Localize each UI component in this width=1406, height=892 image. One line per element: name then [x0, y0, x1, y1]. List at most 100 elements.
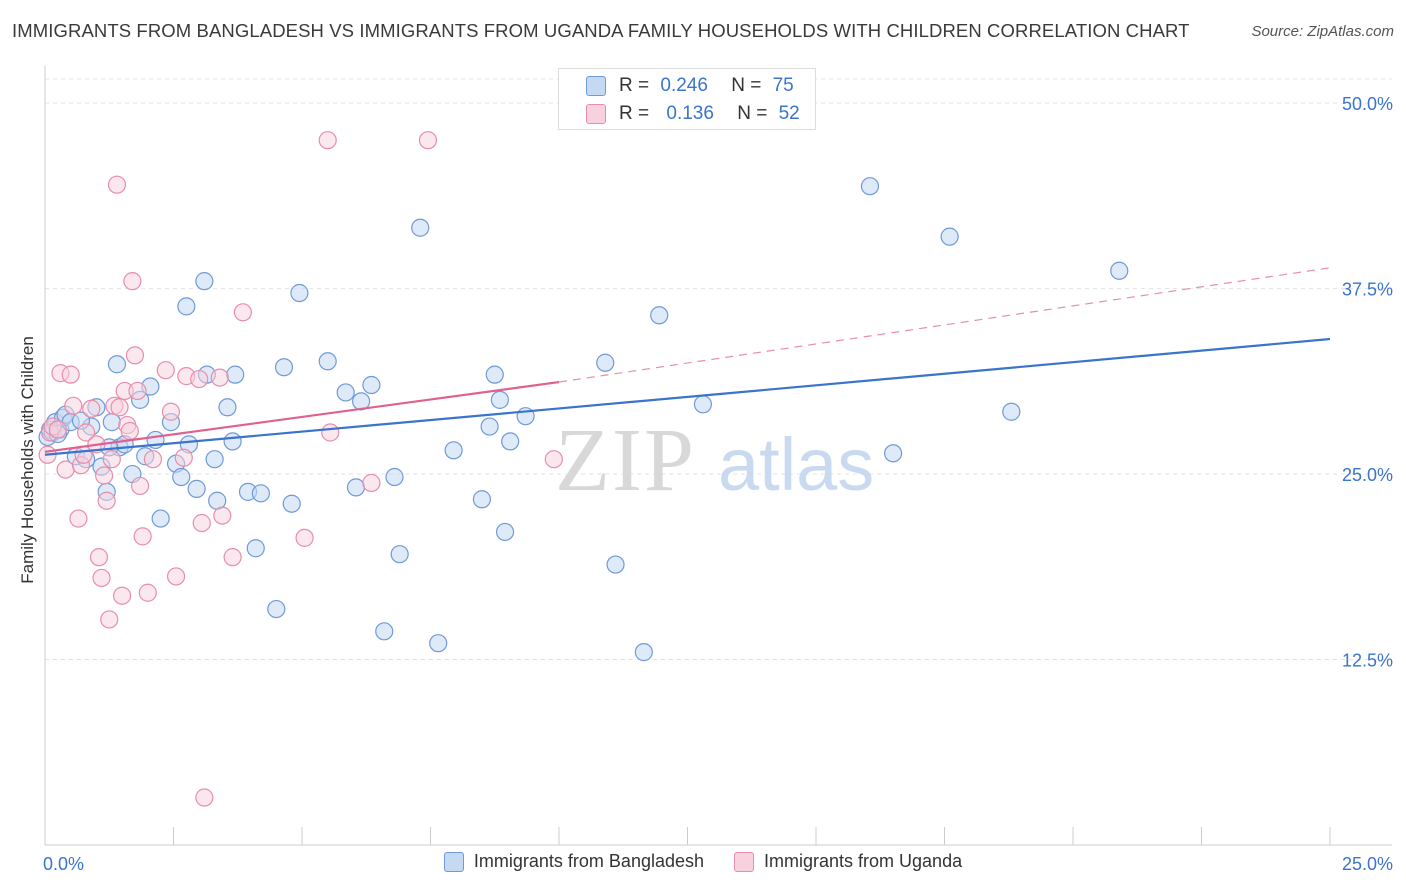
point-bangladesh — [195, 272, 214, 291]
legend-swatch-pink — [734, 851, 755, 872]
point-uganda — [233, 303, 252, 322]
point-uganda — [95, 466, 114, 485]
r-value: 0.246 — [660, 75, 708, 96]
point-bangladesh — [290, 283, 309, 303]
point-bangladesh — [151, 509, 170, 528]
point-uganda — [92, 568, 111, 588]
point-uganda — [112, 586, 132, 605]
n-value: 75 — [772, 75, 794, 96]
trend-line-uganda-extension — [558, 267, 1331, 383]
point-uganda — [195, 788, 214, 807]
point-uganda — [143, 450, 163, 469]
legend-item-uganda[interactable]: Immigrants from Uganda — [734, 851, 962, 872]
point-bangladesh — [444, 441, 463, 460]
r-value: 0.136 — [666, 103, 714, 124]
r-label: R = — [619, 103, 650, 124]
point-bangladesh — [385, 467, 404, 487]
point-bangladesh — [172, 467, 191, 487]
stats-row-bangladesh: R = 0.246 N = 75 — [586, 75, 794, 97]
trend-line-bangladesh — [44, 337, 1331, 456]
point-bangladesh — [485, 365, 504, 384]
point-uganda — [156, 361, 175, 380]
point-uganda — [128, 381, 147, 401]
point-bangladesh — [634, 643, 653, 662]
point-bangladesh — [596, 353, 615, 372]
point-bangladesh — [1002, 402, 1021, 421]
source-label: Source: ZipAtlas.com — [1251, 23, 1394, 40]
point-uganda — [64, 396, 83, 415]
point-uganda — [544, 450, 563, 469]
stats-legend: R = 0.246 N = 75 R = 0.136 N = 52 — [558, 68, 816, 130]
point-uganda — [133, 527, 152, 546]
legend-label-bangladesh: Immigrants from Bangladesh — [473, 851, 705, 871]
point-bangladesh — [318, 352, 337, 371]
point-bangladesh — [495, 522, 515, 542]
n-label: N = — [737, 103, 768, 124]
point-bangladesh — [267, 599, 286, 619]
point-bangladesh — [429, 634, 448, 653]
point-uganda — [107, 175, 127, 194]
point-uganda — [61, 365, 80, 384]
n-value: 52 — [778, 103, 800, 124]
point-uganda — [82, 399, 101, 418]
point-bangladesh — [860, 177, 880, 196]
point-bangladesh — [480, 417, 499, 436]
point-bangladesh — [693, 395, 713, 414]
series-uganda — [38, 131, 563, 807]
watermark-atlas: atlas — [718, 423, 874, 506]
point-uganda — [130, 476, 150, 496]
point-uganda — [321, 423, 340, 442]
point-uganda — [166, 567, 186, 586]
point-uganda — [210, 368, 229, 387]
legend-swatch-blue — [586, 76, 606, 96]
point-bangladesh — [251, 484, 270, 503]
point-uganda — [295, 528, 314, 547]
point-uganda — [120, 421, 139, 441]
point-uganda — [100, 610, 119, 629]
point-bangladesh — [346, 478, 366, 497]
watermark: ZIP atlas — [555, 411, 874, 510]
point-bangladesh — [282, 494, 301, 513]
point-uganda — [97, 491, 116, 510]
point-bangladesh — [1110, 261, 1129, 280]
point-bangladesh — [223, 432, 242, 451]
point-uganda — [89, 548, 109, 567]
point-uganda — [213, 506, 232, 525]
point-bangladesh — [501, 432, 520, 451]
y-tick-label: 12.5% — [1342, 651, 1393, 671]
point-uganda — [190, 369, 209, 389]
point-bangladesh — [606, 555, 625, 574]
point-uganda — [192, 513, 211, 533]
point-uganda — [102, 450, 121, 469]
point-uganda — [69, 509, 88, 528]
point-uganda — [174, 448, 193, 467]
point-uganda — [362, 473, 381, 493]
point-uganda — [110, 398, 129, 417]
n-label: N = — [731, 75, 762, 96]
point-uganda — [418, 131, 438, 150]
legend-item-bangladesh[interactable]: Immigrants from Bangladesh — [443, 851, 705, 872]
y-tick-label: 50.0% — [1342, 94, 1393, 114]
tick-labels: 12.5% 25.0% 37.5% 50.0% 0.0% 25.0% — [43, 94, 1393, 874]
point-bangladesh — [177, 297, 196, 316]
point-bangladesh — [472, 490, 491, 509]
point-uganda — [123, 272, 142, 291]
point-bangladesh — [107, 355, 127, 374]
point-bangladesh — [218, 398, 237, 417]
point-uganda — [138, 583, 157, 602]
point-bangladesh — [274, 358, 294, 377]
x-tick-label: 0.0% — [43, 854, 84, 874]
point-bangladesh — [375, 622, 394, 641]
chart-title: IMMIGRANTS FROM BANGLADESH VS IMMIGRANTS… — [12, 20, 1190, 41]
point-bangladesh — [226, 365, 245, 384]
point-bangladesh — [940, 227, 959, 246]
point-bangladesh — [650, 306, 669, 325]
y-axis-label: Family Households with Children — [18, 336, 37, 584]
point-uganda — [223, 548, 242, 567]
trend-lines — [44, 267, 1331, 456]
r-label: R = — [619, 75, 650, 96]
point-bangladesh — [187, 479, 206, 498]
point-bangladesh — [205, 450, 224, 469]
point-uganda — [48, 420, 67, 439]
